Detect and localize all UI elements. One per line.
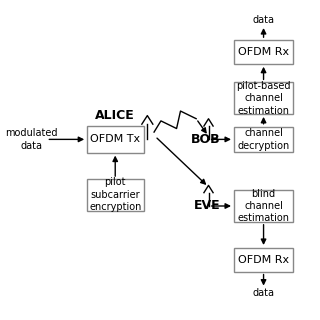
Text: OFDM Rx: OFDM Rx (238, 255, 289, 265)
Text: channel
decryption: channel decryption (237, 128, 290, 151)
Bar (87, 179, 143, 211)
Text: modulated
data: modulated data (5, 128, 57, 151)
Bar (234, 40, 293, 64)
Text: OFDM Rx: OFDM Rx (238, 47, 289, 57)
Text: ALICE: ALICE (95, 109, 135, 122)
Bar (234, 248, 293, 272)
Bar (87, 126, 143, 153)
Text: OFDM Tx: OFDM Tx (90, 134, 140, 144)
Text: pilot-based
channel
estimation: pilot-based channel estimation (236, 81, 291, 116)
Bar (234, 127, 293, 152)
Bar (234, 190, 293, 222)
Text: data: data (252, 288, 275, 298)
Text: blind
channel
estimation: blind channel estimation (237, 188, 290, 223)
Bar (234, 82, 293, 114)
Text: BOB: BOB (191, 133, 221, 146)
Text: data: data (252, 15, 275, 25)
Text: pilot
subcarrier
encryption: pilot subcarrier encryption (89, 178, 141, 212)
Text: EVE: EVE (194, 199, 221, 212)
